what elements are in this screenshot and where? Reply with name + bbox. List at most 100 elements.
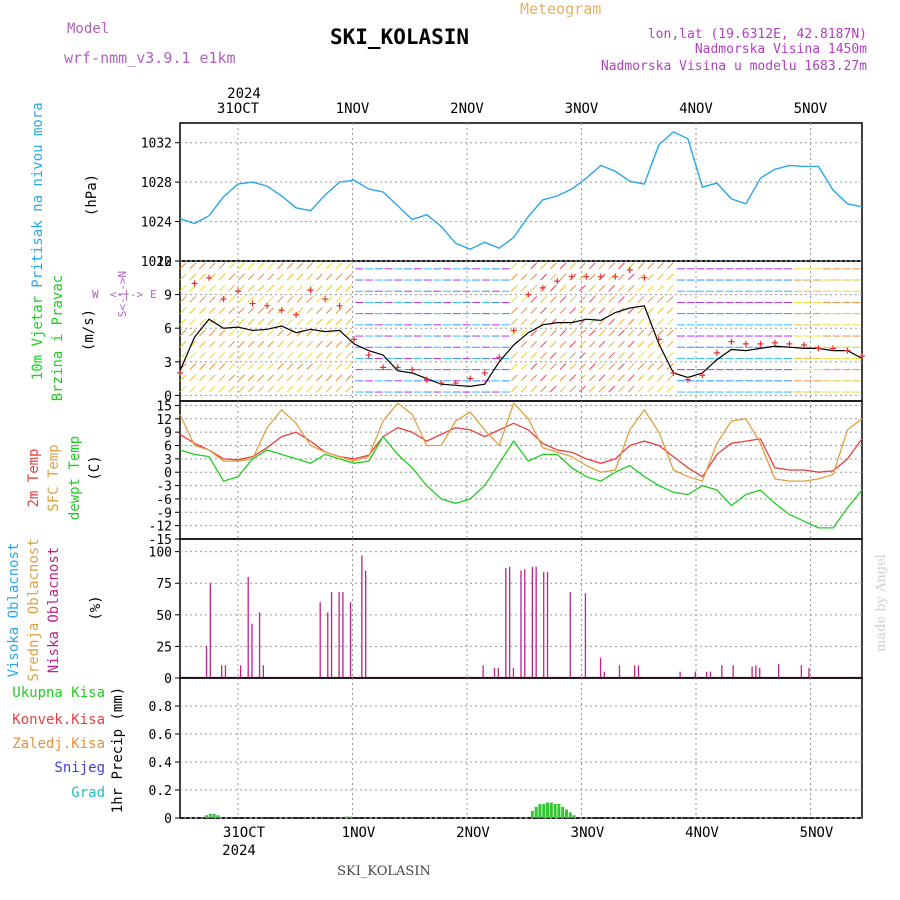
wind-barb	[179, 340, 187, 348]
wind-barb	[608, 374, 616, 382]
gust-marker	[365, 352, 372, 359]
wind-barb	[277, 262, 284, 270]
y-tick-label: 75	[156, 577, 172, 592]
gust-marker	[177, 370, 183, 376]
wind-barb	[657, 363, 664, 370]
wind-barb	[510, 352, 518, 359]
wind-barb	[228, 307, 236, 314]
precip-bar	[557, 804, 561, 818]
wind-barb	[588, 273, 596, 281]
wind-barb	[238, 329, 245, 337]
gust-marker	[249, 300, 256, 307]
y-tick-label: 9	[164, 289, 172, 304]
wind-barb	[657, 307, 664, 314]
wind-barb	[208, 352, 216, 359]
temp-line-1	[179, 401, 863, 482]
wind-barb	[657, 374, 664, 382]
wind-barb	[286, 352, 294, 359]
wind-barb	[618, 273, 625, 281]
temp-line-0	[179, 422, 863, 478]
compass-arrows: <-|->	[110, 288, 143, 301]
wind-barb	[618, 385, 625, 393]
wind-barb	[530, 307, 538, 314]
wind-barb	[296, 307, 304, 314]
wind-barb	[598, 318, 606, 326]
wind-barb	[598, 363, 606, 370]
wind-barb	[598, 385, 606, 393]
wind-barb	[637, 296, 645, 303]
wind-barb	[286, 374, 294, 382]
wind-barb	[559, 296, 567, 303]
wind-barb	[218, 307, 226, 314]
wind-barb	[179, 385, 187, 393]
wind-barb	[540, 307, 547, 314]
wind-barb	[520, 374, 528, 382]
wind-barb	[228, 284, 236, 292]
wind-barb	[588, 262, 596, 270]
wind-barb	[559, 318, 567, 326]
wind-barb	[540, 352, 547, 359]
gust-marker	[670, 370, 677, 376]
wind-barb	[238, 340, 245, 348]
wind-barb	[228, 318, 236, 326]
wind-barb	[569, 374, 577, 382]
precip-bar	[546, 802, 550, 818]
wind-barb	[666, 262, 674, 270]
wind-barb	[208, 284, 216, 292]
wind-barb	[520, 262, 528, 270]
y-tick-label: 1028	[141, 176, 172, 191]
y-tick-label: -12	[149, 520, 172, 535]
precip-bar	[345, 816, 349, 818]
wind-barb	[598, 307, 606, 314]
wind-barb	[637, 374, 645, 382]
wind-barb	[267, 262, 275, 270]
wind-barb	[316, 284, 323, 292]
y-tick-label: 3	[164, 453, 172, 468]
wind-barb	[666, 329, 674, 337]
top-date-label: 4NOV	[679, 101, 713, 117]
model-label: Model	[67, 21, 109, 37]
wind-barb	[228, 273, 236, 281]
wind-barb	[325, 374, 333, 382]
wind-barb	[579, 363, 586, 370]
wind-barb	[335, 284, 343, 292]
gust-marker	[191, 280, 198, 287]
gust-marker	[859, 353, 865, 360]
y-tick-label: -15	[149, 533, 172, 548]
wind-barb	[306, 329, 314, 337]
wind-barb	[267, 352, 275, 359]
panel-frame	[179, 122, 863, 262]
bottom-date-label: 4NOV	[685, 825, 719, 841]
wind-barb	[530, 352, 538, 359]
wind-barb	[277, 374, 284, 382]
gust-marker	[713, 349, 720, 356]
wind-barb	[608, 318, 616, 326]
wind-barb	[598, 352, 606, 359]
wind-barb	[647, 273, 655, 281]
temp-sfc-label: SFC Temp	[46, 444, 62, 511]
gust-marker	[380, 364, 387, 371]
panel-precip: 0 0.2 0.4 0.6 0.8	[149, 677, 863, 827]
gust-marker	[786, 340, 793, 347]
wind-barb	[618, 363, 625, 370]
wind-barb	[228, 262, 236, 270]
wind-barb	[335, 385, 343, 393]
wind-barb	[618, 262, 625, 270]
bottom-date-label: 3NOV	[571, 825, 605, 841]
wind-barb	[637, 284, 645, 292]
wind-barb	[306, 385, 314, 393]
panel-wind: 0 3 6 9 12	[156, 255, 865, 404]
wind-barb	[637, 385, 645, 393]
y-tick-label: 15	[156, 399, 172, 414]
wind-barb	[588, 352, 596, 359]
top-date-label: 2NOV	[450, 101, 484, 117]
wind-barb	[627, 318, 635, 326]
wind-barb	[540, 329, 547, 337]
wind-barb	[549, 273, 557, 281]
wind-barb	[579, 374, 586, 382]
wind-barb	[345, 385, 352, 393]
wind-barb	[520, 329, 528, 337]
wind-barb	[277, 273, 284, 281]
wind-barb	[569, 363, 577, 370]
wind-barb	[228, 374, 236, 382]
